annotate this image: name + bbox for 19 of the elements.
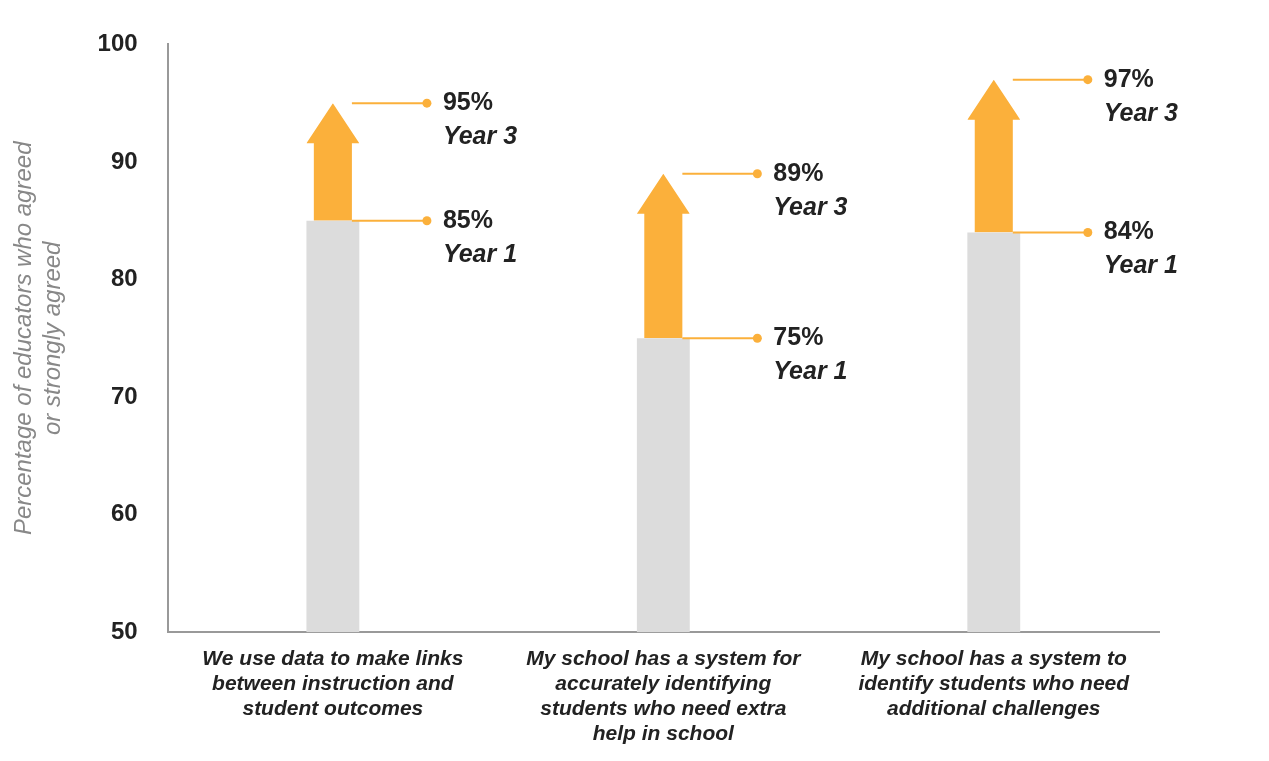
y-tick-label: 100 bbox=[97, 29, 138, 57]
annotation: 85% Year 1 bbox=[442, 204, 518, 267]
bar bbox=[306, 220, 360, 633]
y-tick-label: 80 bbox=[110, 264, 138, 292]
annotation: 75% Year 1 bbox=[773, 322, 848, 385]
y-axis-title: Percentage of educators who agreed or strongly agreed bbox=[9, 140, 65, 536]
annotation: 89% Year 3 bbox=[773, 157, 848, 220]
x-tick-label: My school has a system to identify students who need additional challenges bbox=[858, 645, 1131, 719]
y-tick-label: 70 bbox=[110, 381, 138, 409]
y-tick-label: 90 bbox=[110, 146, 138, 174]
annotation: 84% Year 1 bbox=[1103, 216, 1178, 279]
bar bbox=[967, 232, 1021, 633]
bar bbox=[636, 338, 690, 633]
x-tick-label: My school has a system for accurately identifying students who need extra help in school bbox=[526, 645, 803, 745]
annotation: 95% Year 3 bbox=[442, 87, 518, 150]
x-tick-label: We use data to make links between instruction and student outcomes bbox=[202, 645, 464, 719]
annotation: 97% Year 3 bbox=[1103, 63, 1179, 126]
y-tick-label: 60 bbox=[110, 499, 138, 527]
y-tick-label: 50 bbox=[110, 616, 138, 644]
